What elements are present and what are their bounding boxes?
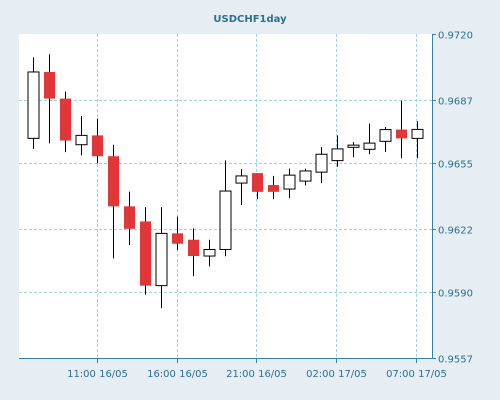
- candle-body-up: [379, 129, 392, 142]
- candle-body-up: [219, 190, 232, 250]
- candle-body-up: [235, 175, 248, 184]
- candle: [124, 191, 135, 246]
- candle: [283, 168, 296, 199]
- candle: [108, 144, 119, 259]
- candle: [379, 126, 392, 152]
- x-tick-label: 02:00 17/05: [306, 369, 367, 380]
- candle: [92, 118, 103, 164]
- candle: [396, 100, 407, 159]
- candle-body-up: [331, 148, 344, 162]
- candle: [75, 116, 88, 156]
- candle-body-down: [268, 185, 279, 192]
- x-tick-label: 21:00 16/05: [226, 369, 287, 380]
- candle-body-down: [252, 173, 263, 192]
- x-tick-label: 11:00 16/05: [67, 369, 128, 380]
- candle-body-up: [411, 128, 424, 139]
- y-tick-label: 0.9720: [438, 31, 473, 42]
- candle-body-up: [283, 174, 296, 190]
- candle-body-up: [363, 142, 376, 150]
- candle: [315, 147, 328, 184]
- candle: [363, 123, 376, 155]
- candle-body-up: [315, 153, 328, 173]
- candle-body-up: [299, 170, 312, 182]
- y-tick-label: 0.9655: [438, 160, 473, 171]
- candle-body-up: [75, 134, 88, 146]
- candle: [172, 216, 183, 250]
- candle-body-down: [140, 221, 151, 286]
- candle-body-down: [44, 71, 55, 99]
- candle: [411, 121, 424, 159]
- candle-body-up: [203, 248, 216, 257]
- candles: [27, 54, 424, 309]
- candle: [347, 142, 360, 158]
- x-tick-label: 16:00 16/05: [147, 369, 208, 380]
- candle: [60, 91, 71, 153]
- y-tick-label: 0.9687: [438, 97, 473, 108]
- candle-body-down: [188, 239, 199, 257]
- y-tick-label: 0.9590: [438, 289, 473, 300]
- candle-body-down: [124, 206, 135, 229]
- candle: [27, 57, 40, 149]
- candle-body-down: [60, 98, 71, 141]
- candle: [155, 207, 168, 309]
- candle-body-down: [92, 135, 103, 157]
- candle-body-down: [108, 156, 119, 207]
- candle-body-down: [172, 233, 183, 244]
- candle-body-up: [155, 232, 168, 287]
- candle: [140, 207, 151, 295]
- candle: [235, 169, 248, 205]
- candle: [219, 160, 232, 257]
- candle-body-up: [347, 144, 360, 148]
- y-tick-label: 0.9557: [438, 355, 473, 366]
- candle: [252, 173, 263, 200]
- x-tick-label: 07:00 17/05: [386, 369, 447, 380]
- candle: [331, 135, 344, 167]
- candle-body-down: [396, 129, 407, 139]
- candle: [203, 239, 216, 267]
- candle: [299, 168, 312, 186]
- chart-title: USDCHF1day: [213, 14, 287, 25]
- candle: [44, 54, 55, 144]
- ticks: 0.9720 0.9687 0.9655 0.9622 0.9590 0.9557 11:0…: [67, 31, 473, 381]
- candle: [188, 228, 199, 277]
- candle: [268, 175, 279, 200]
- candle-body-up: [27, 71, 40, 139]
- y-tick-label: 0.9622: [438, 226, 473, 237]
